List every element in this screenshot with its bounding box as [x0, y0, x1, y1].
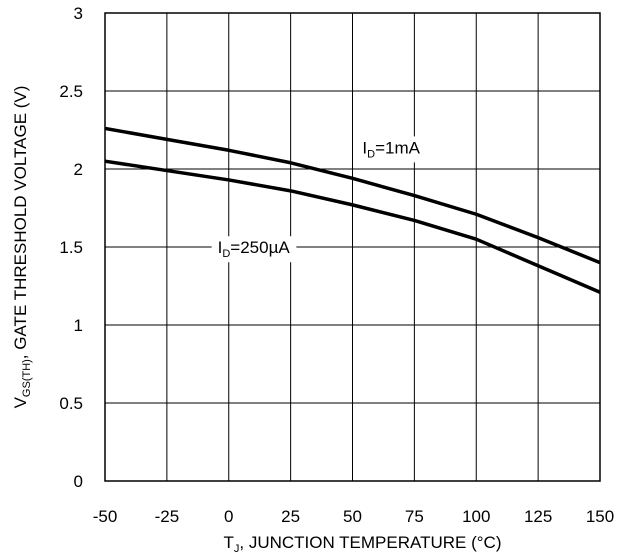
- y-axis-title-prefix: V: [11, 396, 30, 408]
- x-axis-title: TJ, JUNCTION TEMPERATURE (°C): [223, 533, 501, 554]
- x-tick-label: -50: [93, 507, 118, 526]
- x-tick-label: 25: [281, 507, 300, 526]
- series-label-1ma-rest: =1mA: [375, 138, 421, 157]
- series-label-250ua-prefix: I: [218, 238, 223, 257]
- y-axis-title: VGS(TH), GATE THRESHOLD VOLTAGE (V): [11, 86, 33, 409]
- series-label-250ua: ID=250µA: [218, 238, 291, 260]
- x-tick-label: 75: [405, 507, 424, 526]
- series-line-1: [104, 159, 601, 294]
- x-tick-label: -25: [155, 507, 180, 526]
- x-axis-title-rest: , JUNCTION TEMPERATURE (°C): [239, 533, 501, 552]
- x-tick-label: 100: [462, 507, 490, 526]
- x-tick-label: 150: [586, 507, 614, 526]
- y-tick-label: 0: [74, 472, 83, 491]
- y-tick-labels: 0 0.5 1 1.5 2 2.5 3: [59, 4, 83, 491]
- x-tick-label: 50: [343, 507, 362, 526]
- x-tick-label: 125: [524, 507, 552, 526]
- grid-lines: [105, 13, 600, 481]
- y-tick-label: 3: [74, 4, 83, 23]
- series-label-1ma-prefix: I: [362, 138, 367, 157]
- series-line-0: [104, 126, 601, 265]
- x-tick-label: 0: [224, 507, 233, 526]
- series-lines: [104, 126, 601, 294]
- y-tick-label: 2: [74, 160, 83, 179]
- series-label-background: [211, 236, 297, 263]
- y-tick-label: 1: [74, 316, 83, 335]
- x-axis-title-prefix: T: [223, 533, 233, 552]
- series-label-background: [356, 136, 427, 163]
- series-label-250ua-rest: =250µA: [230, 238, 290, 257]
- series-label-1ma: ID=1mA: [362, 138, 420, 160]
- y-axis-title-subscript: GS(TH): [21, 359, 33, 397]
- y-tick-label: 1.5: [59, 238, 83, 257]
- x-tick-labels: -50 -25 0 25 50 75 100 125 150: [93, 507, 614, 526]
- series-label-1ma-subscript: D: [367, 148, 375, 160]
- y-axis-title-rest: , GATE THRESHOLD VOLTAGE (V): [11, 86, 30, 360]
- series-label-250ua-subscript: D: [222, 248, 230, 260]
- y-tick-label: 2.5: [59, 82, 83, 101]
- y-tick-label: 0.5: [59, 394, 83, 413]
- x-axis-title-subscript: J: [234, 543, 240, 554]
